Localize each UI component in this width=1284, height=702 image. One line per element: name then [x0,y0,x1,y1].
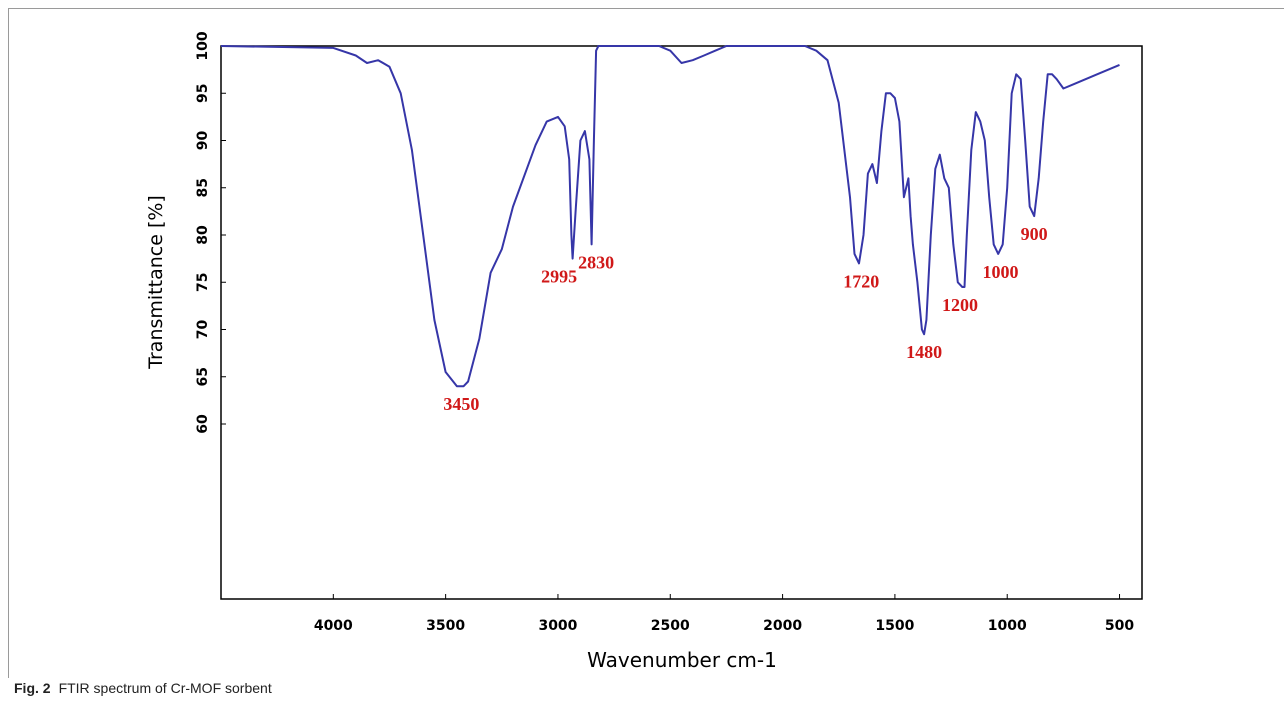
peak-label-3450: 3450 [443,394,479,414]
spectrum-line [220,45,1120,388]
x-axis-label: Wavenumber cm-1 [587,648,777,672]
figure-label: Fig. 2 [14,680,51,696]
figure-caption: Fig. 2 FTIR spectrum of Cr-MOF sorbent [14,680,272,696]
y-axis-label: Transmittance [%] [145,195,167,370]
figure-frame-top [8,8,1284,9]
x-tick-label: 3000 [538,618,577,634]
y-tick-label: 75 [195,273,211,292]
peak-label-1720: 1720 [843,271,879,291]
x-tick-label: 2500 [651,618,690,634]
x-tick-label: 1000 [988,618,1027,634]
peak-label-2995: 2995 [541,267,577,287]
peak-label-1200: 1200 [942,295,978,315]
ftir-chart: 60 65 70 75 80 85 90 95 100 4000 3500 3000 2500 2000… [145,31,1143,672]
y-tick-label: 65 [195,367,211,386]
x-tick-label: 4000 [314,618,353,634]
peak-label-1000: 1000 [982,262,1018,282]
y-tick-label: 80 [195,225,211,245]
peak-label-900: 900 [1021,224,1048,244]
y-tick-label: 70 [195,320,211,340]
y-tick-label: 90 [195,131,211,151]
x-tick-label: 500 [1105,618,1134,634]
y-tick-label: 60 [195,414,211,434]
peak-label-1480: 1480 [906,342,942,362]
plot-area-frame [220,45,1143,600]
x-tick-label: 2000 [763,618,802,634]
y-tick-label: 100 [195,31,211,60]
peak-label-2830: 2830 [578,252,614,272]
x-axis-ticks: 4000 3500 3000 2500 2000 1500 1000 500 [314,594,1134,634]
x-tick-label: 3500 [426,618,465,634]
figure-caption-text: FTIR spectrum of Cr-MOF sorbent [58,680,272,696]
y-tick-label: 85 [195,178,211,197]
x-tick-label: 1500 [875,618,914,634]
y-tick-label: 95 [195,84,211,103]
figure-frame-left [8,8,9,678]
